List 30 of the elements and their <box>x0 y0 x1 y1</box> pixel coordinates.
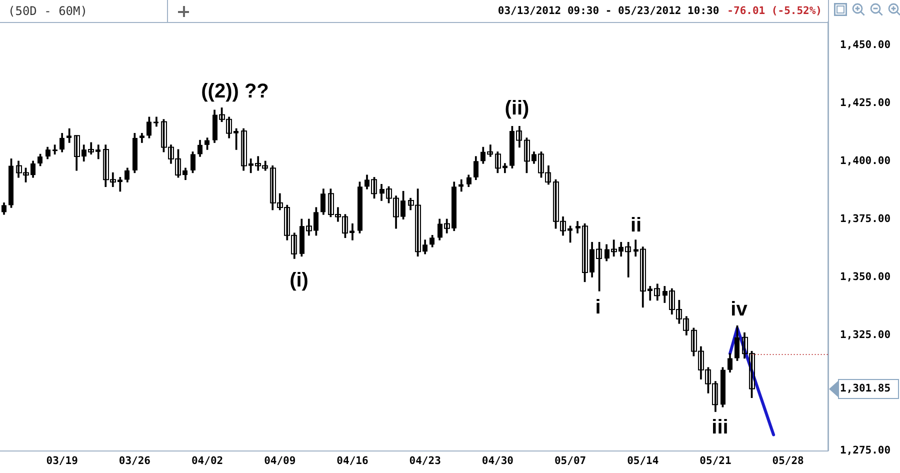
x-tick-label: 05/07 <box>554 455 586 468</box>
y-tick-label: 1,400.00 <box>840 154 891 167</box>
x-tick-label: 03/19 <box>46 455 78 468</box>
chart-title: (50D - 60M) <box>0 0 168 22</box>
y-tick-label: 1,350.00 <box>840 270 891 283</box>
y-tick-label: 1,301.85 <box>840 382 891 394</box>
x-tick-label: 04/30 <box>482 455 514 468</box>
annotation: iii <box>712 416 728 439</box>
x-tick-label: 05/14 <box>627 455 659 468</box>
y-tick-label: 1,275.00 <box>840 444 891 457</box>
text: -76.01 (-5.52%) <box>727 4 822 18</box>
annotation: (i) <box>290 270 308 292</box>
y-tick-label: 1,375.00 <box>840 212 891 225</box>
annotation: ii <box>630 214 642 237</box>
y-tick-label: 1,325.00 <box>840 328 891 341</box>
candlestick <box>154 116 158 127</box>
x-tick-label: 04/16 <box>336 455 368 468</box>
x-tick-label: 04/09 <box>264 455 296 468</box>
x-tick-label: 05/21 <box>700 455 732 468</box>
x-tick-label: 04/23 <box>409 455 441 468</box>
x-tick-label: 04/02 <box>191 455 224 468</box>
chart-subtitle: 03/13/2012 09:30 - 05/23/2012 10:30 <box>498 4 720 18</box>
annotation: i <box>595 296 601 319</box>
x-tick-label: 05/28 <box>772 455 804 468</box>
y-tick-label: 1,450.00 <box>840 38 891 51</box>
y-tick-label: 1,425.00 <box>840 96 891 109</box>
annotation: iv <box>730 298 748 321</box>
annotation: ((2)) ?? <box>201 80 269 103</box>
x-tick-label: 03/26 <box>118 455 150 468</box>
annotation: (ii) <box>504 98 530 120</box>
